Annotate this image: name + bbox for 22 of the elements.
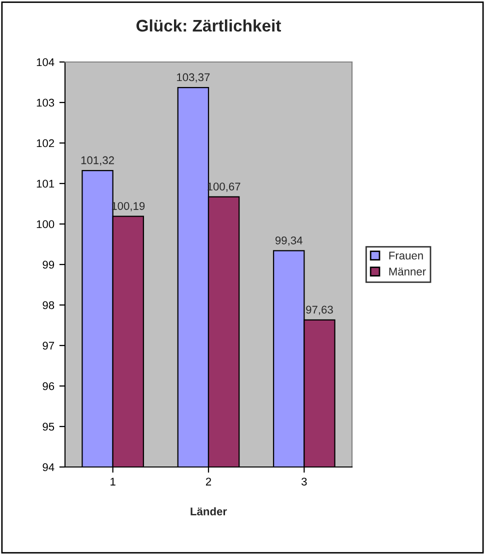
data-label: 101,32 bbox=[81, 156, 114, 166]
data-label: 99,34 bbox=[275, 236, 302, 246]
y-tick-label: 103 bbox=[36, 98, 54, 107]
x-tick-label: 2 bbox=[206, 478, 212, 486]
data-label: 103,37 bbox=[177, 73, 210, 82]
y-tick-label: 97 bbox=[42, 342, 54, 350]
legend-label: Männer bbox=[389, 268, 426, 276]
y-tick-label: 99 bbox=[42, 260, 54, 269]
x-tick-label: 1 bbox=[110, 478, 116, 486]
y-tick-label: 95 bbox=[42, 422, 54, 431]
y-tick-label: 102 bbox=[36, 139, 54, 148]
y-tick-label: 94 bbox=[42, 463, 54, 472]
y-tick-label: 98 bbox=[42, 301, 54, 310]
y-tick-label: 100 bbox=[36, 220, 54, 228]
y-tick-label: 104 bbox=[36, 58, 54, 66]
y-tick-label: 101 bbox=[36, 180, 54, 188]
data-label: 97,63 bbox=[306, 306, 333, 315]
chart-title: Glück: Zärtlichkeit bbox=[136, 19, 282, 32]
legend-label: Frauen bbox=[389, 252, 423, 260]
y-tick-label: 96 bbox=[42, 382, 54, 390]
x-axis-title: Länder bbox=[190, 507, 227, 516]
x-tick-label: 3 bbox=[302, 478, 307, 486]
